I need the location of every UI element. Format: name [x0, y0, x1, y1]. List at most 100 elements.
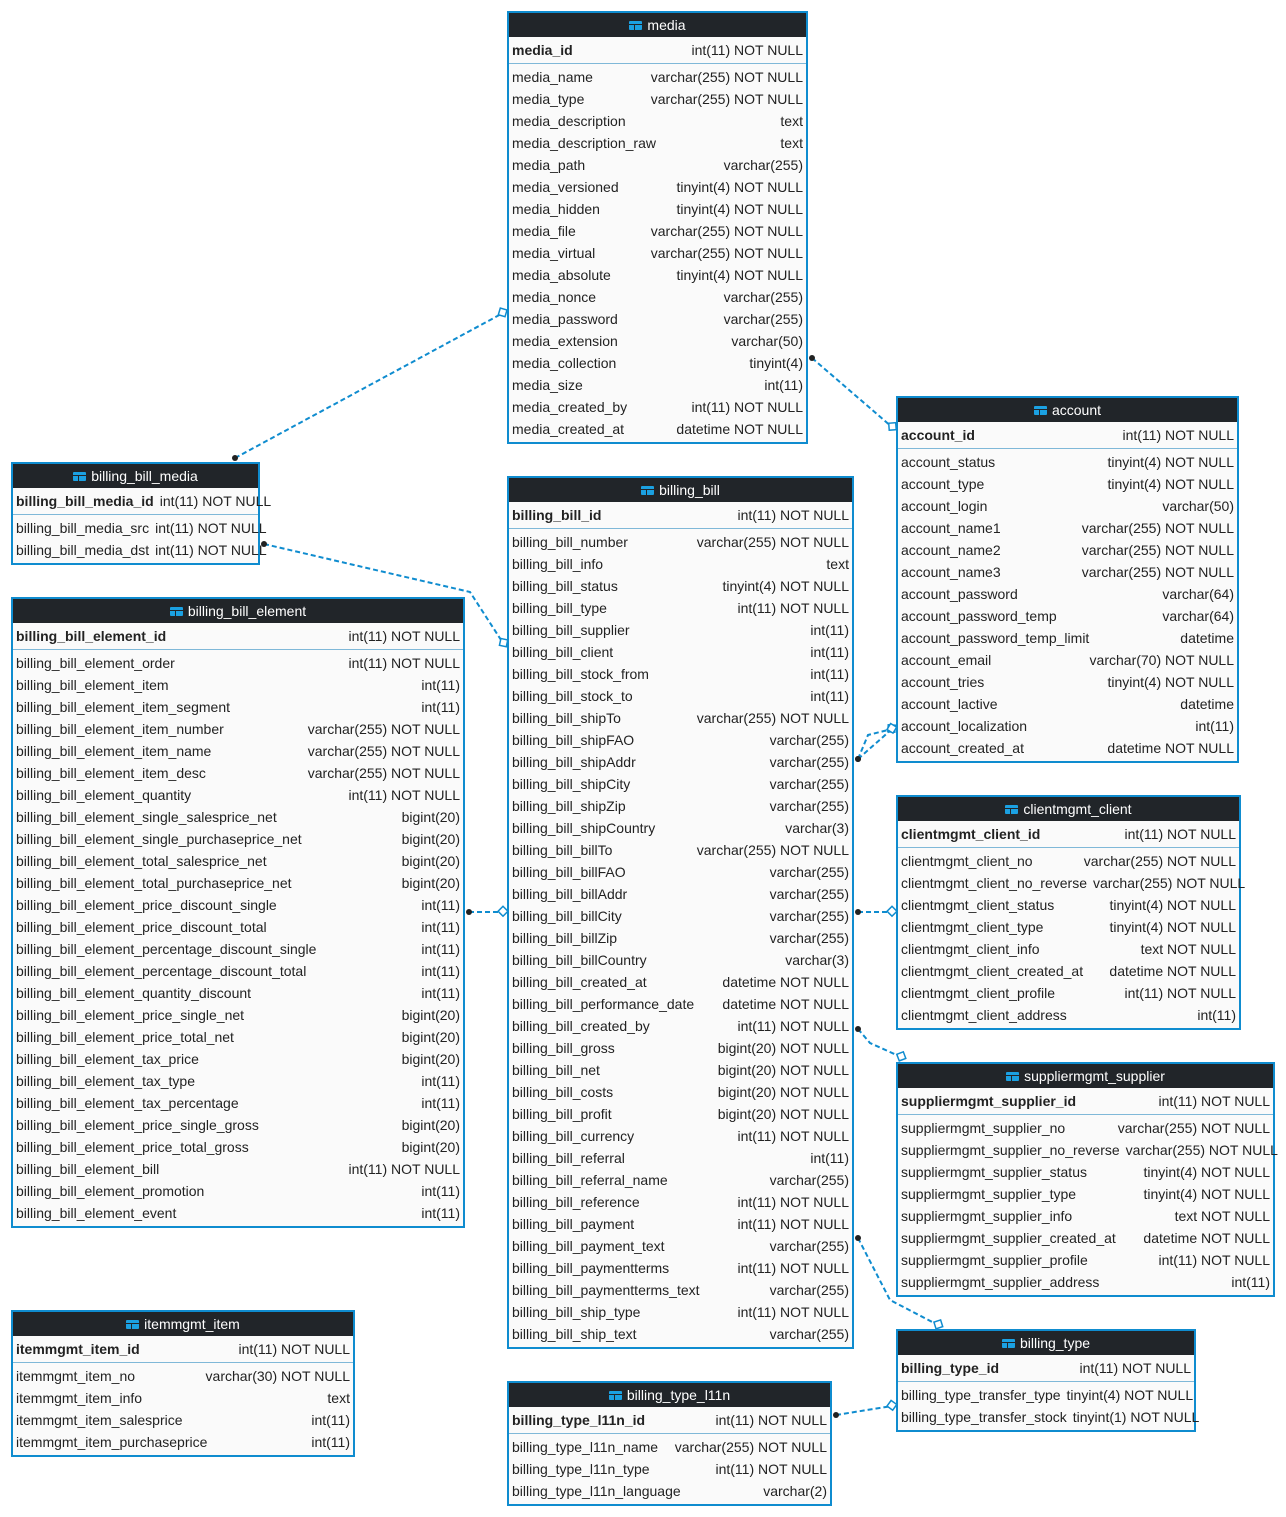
- column-row[interactable]: media_type varchar(255) NOT NULL: [509, 88, 806, 110]
- column-row[interactable]: billing_bill_info text: [509, 553, 852, 575]
- table-account[interactable]: account account_id int(11) NOT NULL account…: [896, 396, 1239, 763]
- column-row[interactable]: media_created_by int(11) NOT NULL: [509, 396, 806, 418]
- column-row[interactable]: account_email varchar(70) NOT NULL: [898, 649, 1237, 671]
- column-row[interactable]: billing_bill_payment_text varchar(255): [509, 1235, 852, 1257]
- column-row[interactable]: billing_type_l11n_language varchar(2): [509, 1480, 830, 1502]
- column-row[interactable]: media_description_raw text: [509, 132, 806, 154]
- column-row[interactable]: media_path varchar(255): [509, 154, 806, 176]
- column-row[interactable]: clientmgmt_client_info text NOT NULL: [898, 938, 1239, 960]
- column-row[interactable]: media_file varchar(255) NOT NULL: [509, 220, 806, 242]
- table-header[interactable]: billing_bill_element: [13, 599, 463, 623]
- column-row[interactable]: clientmgmt_client_created_at datetime NOT…: [898, 960, 1239, 982]
- primary-key-row[interactable]: billing_bill_id int(11) NOT NULL: [509, 502, 852, 529]
- table-header[interactable]: billing_type_l11n: [509, 1383, 830, 1407]
- column-row[interactable]: billing_bill_billAddr varchar(255): [509, 883, 852, 905]
- table-billing-type[interactable]: billing_type billing_type_id int(11) NOT N…: [896, 1329, 1199, 1432]
- column-row[interactable]: billing_bill_media_dst int(11) NOT NULL: [13, 539, 267, 561]
- table-itemmgmt-item[interactable]: itemmgmt_item itemmgmt_item_id int(11) NOT…: [11, 1310, 355, 1457]
- column-row[interactable]: billing_bill_type int(11) NOT NULL: [509, 597, 852, 619]
- column-row[interactable]: suppliermgmt_supplier_type tinyint(4) NOT…: [898, 1183, 1273, 1205]
- table-header[interactable]: clientmgmt_client: [898, 797, 1239, 821]
- column-row[interactable]: media_versioned tinyint(4) NOT NULL: [509, 176, 806, 198]
- column-row[interactable]: itemmgmt_item_salesprice int(11): [13, 1409, 353, 1431]
- column-row[interactable]: clientmgmt_client_address int(11): [898, 1004, 1239, 1026]
- column-row[interactable]: billing_bill_element_single_salesprice_n…: [13, 806, 463, 828]
- column-row[interactable]: media_created_at datetime NOT NULL: [509, 418, 806, 440]
- column-row[interactable]: suppliermgmt_supplier_profile int(11) NOT…: [898, 1249, 1273, 1271]
- column-row[interactable]: billing_bill_element_price_discount_sing…: [13, 894, 463, 916]
- column-row[interactable]: billing_bill_element_item_number varchar(…: [13, 718, 463, 740]
- column-row[interactable]: billing_bill_element_item_desc varchar(25…: [13, 762, 463, 784]
- column-row[interactable]: billing_bill_gross bigint(20) NOT NULL: [509, 1037, 852, 1059]
- table-billing-bill[interactable]: billing_bill billing_bill_id int(11) NOT N…: [507, 476, 854, 1349]
- column-row[interactable]: billing_bill_ship_type int(11) NOT NULL: [509, 1301, 852, 1323]
- column-row[interactable]: billing_bill_number varchar(255) NOT NULL: [509, 531, 852, 553]
- column-row[interactable]: billing_bill_element_promotion int(11): [13, 1180, 463, 1202]
- primary-key-row[interactable]: itemmgmt_item_id int(11) NOT NULL: [13, 1336, 353, 1363]
- column-row[interactable]: billing_bill_billCountry varchar(3): [509, 949, 852, 971]
- column-row[interactable]: billing_bill_currency int(11) NOT NULL: [509, 1125, 852, 1147]
- column-row[interactable]: billing_bill_element_tax_price bigint(20): [13, 1048, 463, 1070]
- column-row[interactable]: billing_bill_reference int(11) NOT NULL: [509, 1191, 852, 1213]
- column-row[interactable]: billing_type_transfer_stock tinyint(1) NO…: [898, 1406, 1199, 1428]
- primary-key-row[interactable]: billing_type_l11n_id int(11) NOT NULL: [509, 1407, 830, 1434]
- column-row[interactable]: clientmgmt_client_profile int(11) NOT NUL…: [898, 982, 1239, 1004]
- column-row[interactable]: suppliermgmt_supplier_no_reverse varchar(…: [898, 1139, 1278, 1161]
- column-row[interactable]: billing_bill_paymentterms_text varchar(25…: [509, 1279, 852, 1301]
- column-row[interactable]: billing_bill_status tinyint(4) NOT NULL: [509, 575, 852, 597]
- column-row[interactable]: account_status tinyint(4) NOT NULL: [898, 451, 1237, 473]
- column-row[interactable]: billing_bill_billZip varchar(255): [509, 927, 852, 949]
- column-row[interactable]: billing_bill_billFAO varchar(255): [509, 861, 852, 883]
- column-row[interactable]: billing_bill_costs bigint(20) NOT NULL: [509, 1081, 852, 1103]
- column-row[interactable]: account_name1 varchar(255) NOT NULL: [898, 517, 1237, 539]
- column-row[interactable]: account_type tinyint(4) NOT NULL: [898, 473, 1237, 495]
- column-row[interactable]: media_collection tinyint(4): [509, 352, 806, 374]
- primary-key-row[interactable]: billing_bill_media_id int(11) NOT NULL: [13, 488, 271, 515]
- column-row[interactable]: account_name3 varchar(255) NOT NULL: [898, 561, 1237, 583]
- table-header[interactable]: billing_type: [898, 1331, 1194, 1355]
- column-row[interactable]: media_size int(11): [509, 374, 806, 396]
- primary-key-row[interactable]: account_id int(11) NOT NULL: [898, 422, 1237, 449]
- column-row[interactable]: billing_bill_billCity varchar(255): [509, 905, 852, 927]
- primary-key-row[interactable]: suppliermgmt_supplier_id int(11) NOT NULL: [898, 1088, 1273, 1115]
- column-row[interactable]: billing_bill_created_at datetime NOT NULL: [509, 971, 852, 993]
- column-row[interactable]: billing_bill_paymentterms int(11) NOT NUL…: [509, 1257, 852, 1279]
- column-row[interactable]: media_description text: [509, 110, 806, 132]
- column-row[interactable]: billing_bill_element_tax_percentage int(1…: [13, 1092, 463, 1114]
- column-row[interactable]: billing_bill_element_event int(11): [13, 1202, 463, 1224]
- column-row[interactable]: billing_bill_element_item_segment int(11): [13, 696, 463, 718]
- table-header[interactable]: media: [509, 13, 806, 37]
- column-row[interactable]: billing_bill_referral_name varchar(255): [509, 1169, 852, 1191]
- column-row[interactable]: billing_bill_stock_from int(11): [509, 663, 852, 685]
- column-row[interactable]: billing_bill_created_by int(11) NOT NULL: [509, 1015, 852, 1037]
- column-row[interactable]: billing_bill_element_price_single_net big…: [13, 1004, 463, 1026]
- column-row[interactable]: billing_bill_supplier int(11): [509, 619, 852, 641]
- primary-key-row[interactable]: billing_bill_element_id int(11) NOT NULL: [13, 623, 463, 650]
- column-row[interactable]: media_name varchar(255) NOT NULL: [509, 66, 806, 88]
- column-row[interactable]: billing_bill_element_quantity int(11) NOT…: [13, 784, 463, 806]
- column-row[interactable]: billing_bill_element_tax_type int(11): [13, 1070, 463, 1092]
- primary-key-row[interactable]: clientmgmt_client_id int(11) NOT NULL: [898, 821, 1239, 848]
- column-row[interactable]: clientmgmt_client_no varchar(255) NOT NUL…: [898, 850, 1239, 872]
- primary-key-row[interactable]: media_id int(11) NOT NULL: [509, 37, 806, 64]
- column-row[interactable]: billing_bill_profit bigint(20) NOT NULL: [509, 1103, 852, 1125]
- column-row[interactable]: billing_bill_element_bill int(11) NOT NUL…: [13, 1158, 463, 1180]
- primary-key-row[interactable]: billing_type_id int(11) NOT NULL: [898, 1355, 1194, 1382]
- column-row[interactable]: billing_bill_payment int(11) NOT NULL: [509, 1213, 852, 1235]
- column-row[interactable]: media_hidden tinyint(4) NOT NULL: [509, 198, 806, 220]
- column-row[interactable]: billing_bill_performance_date datetime NO…: [509, 993, 852, 1015]
- column-row[interactable]: billing_type_transfer_type tinyint(4) NOT…: [898, 1384, 1194, 1406]
- column-row[interactable]: billing_bill_referral int(11): [509, 1147, 852, 1169]
- column-row[interactable]: billing_bill_element_quantity_discount in…: [13, 982, 463, 1004]
- table-billing-bill-media[interactable]: billing_bill_media billing_bill_media_id i…: [11, 462, 271, 565]
- column-row[interactable]: billing_bill_element_price_single_gross b…: [13, 1114, 463, 1136]
- column-row[interactable]: suppliermgmt_supplier_status tinyint(4) N…: [898, 1161, 1273, 1183]
- column-row[interactable]: billing_bill_element_price_total_net bigi…: [13, 1026, 463, 1048]
- table-header[interactable]: suppliermgmt_supplier: [898, 1064, 1273, 1088]
- column-row[interactable]: billing_bill_element_total_purchaseprice…: [13, 872, 463, 894]
- column-row[interactable]: billing_bill_element_price_total_gross bi…: [13, 1136, 463, 1158]
- column-row[interactable]: suppliermgmt_supplier_info text NOT NULL: [898, 1205, 1273, 1227]
- table-clientmgmt-client[interactable]: clientmgmt_client clientmgmt_client_id int…: [896, 795, 1245, 1030]
- column-row[interactable]: media_virtual varchar(255) NOT NULL: [509, 242, 806, 264]
- column-row[interactable]: billing_bill_element_total_salesprice_ne…: [13, 850, 463, 872]
